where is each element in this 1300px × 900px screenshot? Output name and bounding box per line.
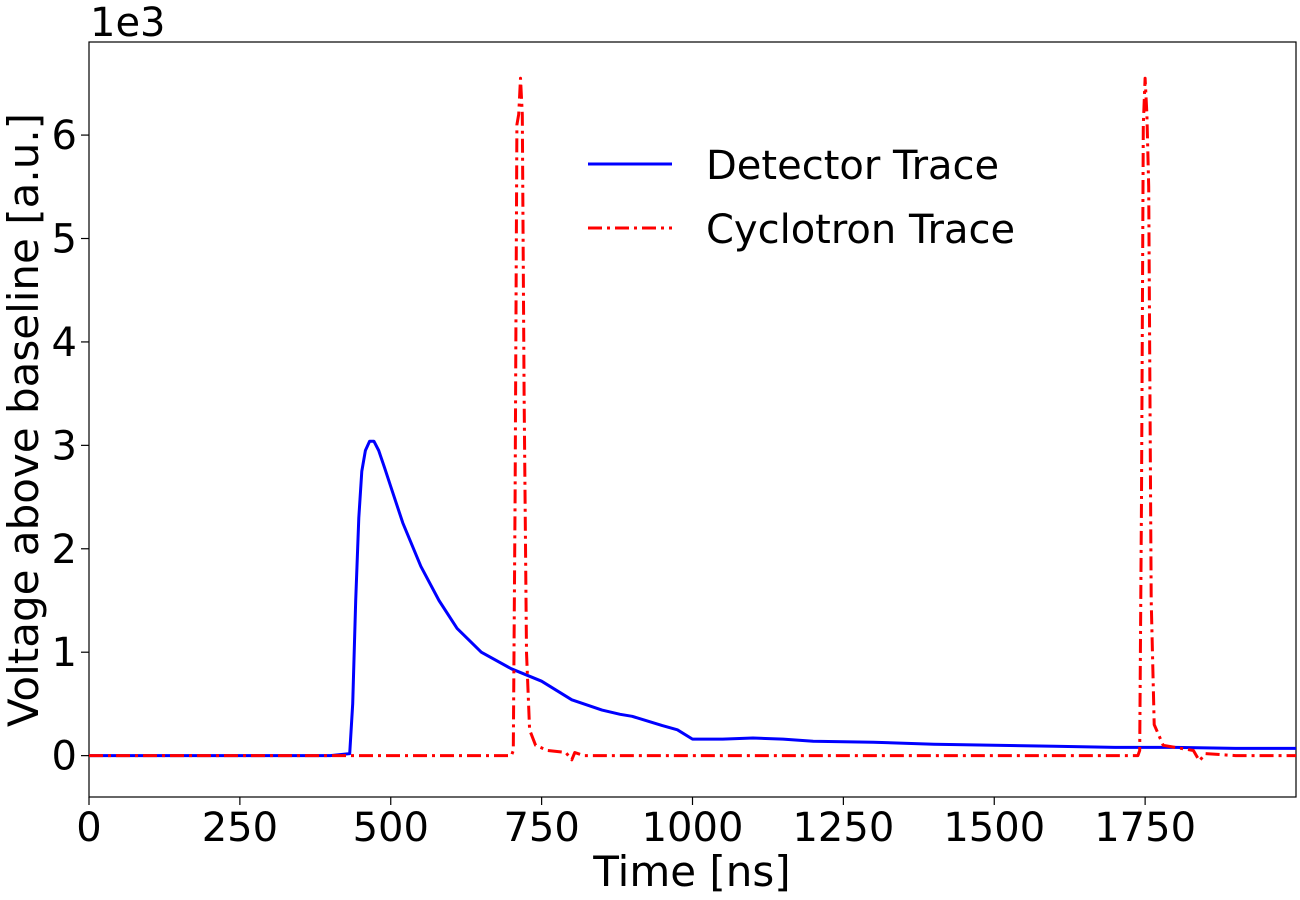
y-offset-label: 1e3 [90, 0, 166, 46]
y-tick-label: 6 [52, 113, 77, 159]
series-layer [89, 76, 1296, 763]
series-line-detector-trace [89, 439, 1296, 758]
y-tick-label: 2 [52, 527, 77, 573]
plot-frame [88, 41, 1297, 798]
legend: Detector Trace Cyclotron Trace [588, 143, 1015, 253]
series-line-cyclotron-trace [89, 76, 1296, 763]
x-tick-label: 1500 [943, 805, 1045, 851]
x-tick-label: 250 [202, 805, 278, 851]
legend-label-detector-trace: Detector Trace [706, 143, 999, 189]
x-tick-label: 750 [503, 805, 579, 851]
plot-area [88, 41, 1297, 798]
y-tick-label: 0 [52, 734, 77, 780]
y-tick-label: 4 [52, 320, 77, 366]
x-tick-label: 1250 [792, 805, 894, 851]
x-tick-label: 0 [76, 805, 101, 851]
x-tick-label: 500 [353, 805, 429, 851]
y-tick-label: 5 [52, 217, 77, 263]
y-axis-label: Voltage above baseline [a.u.] [0, 113, 48, 727]
y-tick-label: 1 [52, 630, 77, 676]
x-tick-label: 1000 [642, 805, 744, 851]
y-tick-label: 3 [52, 423, 77, 469]
tick-layer: 0 250 500 750 1000 1250 1500 1750 0 1 2 3 4 5 6 [52, 113, 1196, 851]
x-axis-label: Time [ns] [592, 847, 790, 896]
legend-label-cyclotron-trace: Cyclotron Trace [706, 207, 1015, 253]
x-tick-label: 1750 [1094, 805, 1196, 851]
